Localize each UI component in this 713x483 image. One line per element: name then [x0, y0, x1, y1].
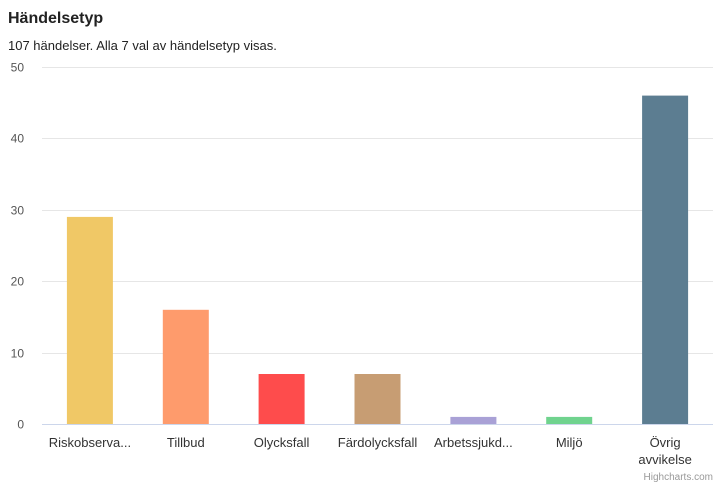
y-tick-label: 40: [11, 132, 25, 146]
bar[interactable]: [162, 309, 209, 424]
y-axis-ticks: 0 10 20 30 40 50: [11, 61, 25, 432]
x-axis-labels: Riskobserva... Tillbud Olycksfall Färdolyck…: [49, 435, 692, 467]
x-tick-label: Färdolycksfall: [338, 435, 418, 450]
y-tick-label: 30: [11, 204, 25, 218]
x-tick-label: Olycksfall: [254, 435, 310, 450]
bars: [66, 95, 689, 424]
bar[interactable]: [546, 416, 593, 424]
y-tick-label: 0: [17, 418, 24, 432]
bar[interactable]: [642, 95, 689, 424]
credits-link[interactable]: Highcharts.com: [643, 472, 713, 483]
chart-subtitle: 107 händelser. Alla 7 val av händelsetyp…: [8, 38, 277, 53]
y-tick-label: 50: [11, 61, 25, 75]
bar[interactable]: [258, 374, 305, 424]
grid-lines: [42, 67, 713, 354]
bar[interactable]: [450, 416, 497, 424]
bar[interactable]: [354, 374, 401, 424]
y-tick-label: 20: [11, 275, 25, 289]
y-tick-label: 10: [11, 347, 25, 361]
x-tick-label: Miljö: [556, 435, 583, 450]
bar[interactable]: [66, 216, 113, 424]
x-tick-label: Arbetssjukd...: [434, 435, 513, 450]
chart-title: Händelsetyp: [8, 10, 104, 27]
x-tick-label: Tillbud: [167, 435, 205, 450]
x-tick-label: Riskobserva...: [49, 435, 131, 450]
x-tick-label: Övrig avvikelse: [638, 435, 691, 467]
